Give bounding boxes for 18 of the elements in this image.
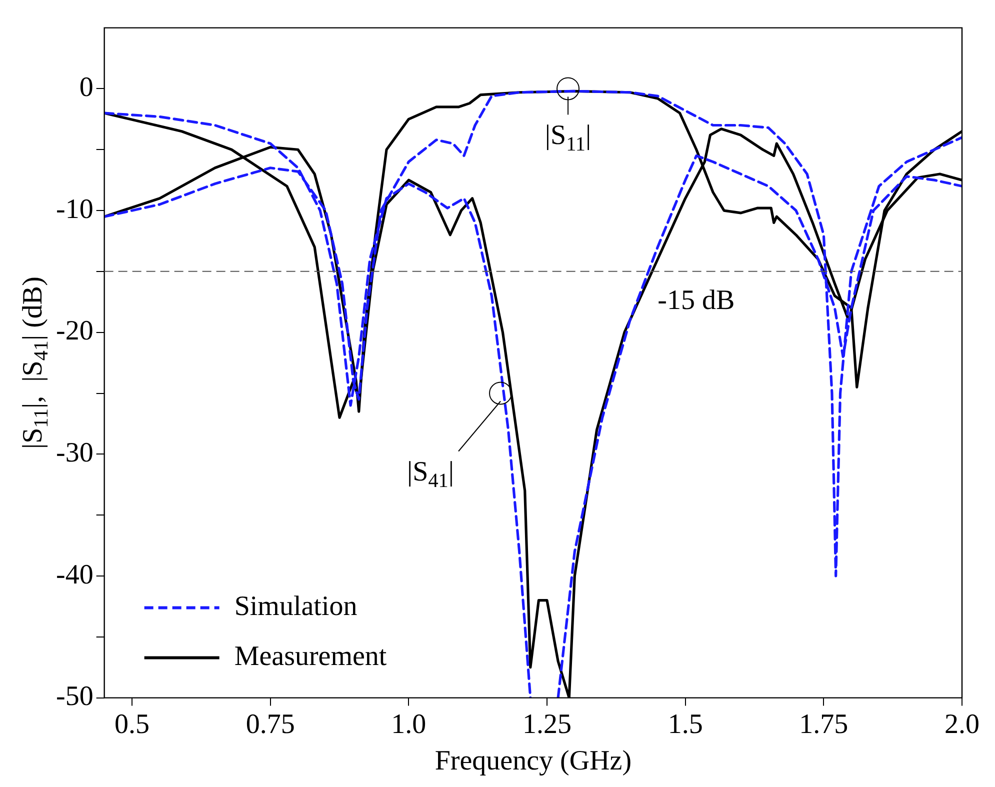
y-tick-label: -40	[56, 559, 94, 590]
x-tick-label: 1.25	[522, 708, 572, 740]
ref-line-label: -15 dB	[658, 284, 735, 316]
x-tick-label: 1.0	[391, 708, 426, 740]
y-axis-title: |S11|, |S41| (dB)	[17, 276, 53, 450]
x-tick-label: 0.75	[246, 708, 295, 740]
y-tick-label: 0	[79, 72, 94, 104]
legend-label: Measurement	[234, 641, 387, 672]
legend-label: Simulation	[234, 591, 358, 622]
y-tick-label: -20	[56, 316, 94, 347]
x-axis-title: Frequency (GHz)	[434, 746, 632, 777]
y-tick-label: -10	[56, 194, 94, 225]
x-tick-label: 0.5	[114, 708, 150, 740]
x-tick-label: 1.5	[668, 708, 703, 740]
x-tick-label: 1.75	[799, 708, 848, 740]
y-tick-label: -30	[56, 438, 94, 469]
y-tick-label: -50	[56, 681, 94, 712]
x-tick-label: 2.0	[944, 708, 980, 740]
